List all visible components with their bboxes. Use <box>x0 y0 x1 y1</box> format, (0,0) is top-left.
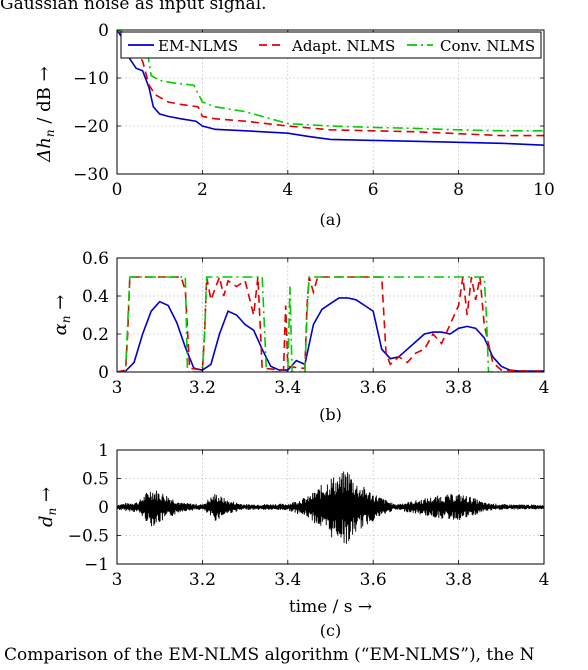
y-axis-label-text: Δhn / dB → <box>34 66 57 162</box>
legend-label: Conv. NLMS <box>440 37 535 55</box>
series-line-em-nlms <box>117 297 544 372</box>
x-tick-label: 3.4 <box>274 570 301 590</box>
y-tick-label: 1 <box>98 441 109 461</box>
y-tick-label: 0 <box>98 498 109 518</box>
x-tick-label: 3.8 <box>445 378 472 398</box>
y-tick-label: −20 <box>73 117 109 137</box>
axes-frame <box>116 29 545 175</box>
y-axis-label-text: dn → <box>36 487 59 527</box>
legend-box <box>120 31 542 59</box>
x-tick-label: 0 <box>112 180 123 200</box>
y-axis-label: dn → <box>36 487 59 527</box>
legend: EM-NLMS Adapt. NLMS Conv. NLMS <box>120 31 542 59</box>
panel-label: (c) <box>320 621 341 640</box>
x-tick-label: 8 <box>453 180 464 200</box>
legend-label: EM-NLMS <box>158 37 238 55</box>
x-tick-label: 3.6 <box>360 570 387 590</box>
y-tick-label: −30 <box>73 165 109 185</box>
series-line-em-nlms <box>117 30 544 146</box>
y-tick-label: 0.4 <box>82 287 109 307</box>
axes-frame <box>116 257 545 373</box>
x-tick-label: 10 <box>533 180 555 200</box>
chart-panel-a: 0 2 4 6 8 10 0 −10 −20 −30 Δhn / dB → (a) EM-NLMS Ada… <box>34 21 555 229</box>
chart-panel-c: 3 3.2 3.4 3.6 3.8 4 −1 −0.5 0 0.5 1 dn → time / s → (… <box>36 441 549 640</box>
y-axis-label: Δhn / dB → <box>34 66 57 162</box>
x-tick-label: 3.4 <box>274 378 301 398</box>
legend-label: Adapt. NLMS <box>291 37 395 55</box>
y-tick-label: 0 <box>98 363 109 383</box>
y-tick-label: 0 <box>98 21 109 41</box>
y-axis-label: αn → <box>50 295 73 336</box>
x-tick-label: 4 <box>282 180 293 200</box>
x-tick-label: 3 <box>112 570 123 590</box>
panel-label: (b) <box>319 405 342 424</box>
x-axis-label: time / s → <box>289 597 372 617</box>
y-axis-label-text: αn → <box>50 295 73 336</box>
x-tick-label: 3.2 <box>189 378 216 398</box>
x-tick-label: 4 <box>539 570 550 590</box>
plot-area <box>117 471 544 544</box>
x-tick-label: 4 <box>539 378 550 398</box>
y-tick-label: −1 <box>84 555 109 575</box>
y-tick-label: 0.6 <box>82 249 109 269</box>
header-text: Gaussian noise as input signal. <box>0 0 267 14</box>
series-line-adapt-nlms <box>117 30 544 137</box>
caption-text: Comparison of the EM-NLMS algorithm (“EM… <box>4 645 535 665</box>
y-tick-label: 0.5 <box>82 470 109 490</box>
y-tick-label: −10 <box>73 69 109 89</box>
x-tick-label: 3.6 <box>360 378 387 398</box>
plot-area <box>117 274 544 372</box>
panel-label: (a) <box>319 210 341 229</box>
x-tick-label: 3.2 <box>189 570 216 590</box>
series-line-adapt-nlms <box>117 274 544 372</box>
x-tick-label: 3 <box>112 378 123 398</box>
x-tick-label: 6 <box>368 180 379 200</box>
y-tick-label: 0.2 <box>82 325 109 345</box>
series-line-conv-nlms <box>117 276 544 372</box>
signal-line-d-n <box>117 471 544 544</box>
y-tick-label: −0.5 <box>68 527 109 547</box>
x-tick-label: 3.8 <box>445 570 472 590</box>
x-tick-label: 2 <box>197 180 208 200</box>
chart-panel-b: 3 3.2 3.4 3.6 3.8 4 0 0.2 0.4 0.6 αn → (b) <box>50 249 549 424</box>
